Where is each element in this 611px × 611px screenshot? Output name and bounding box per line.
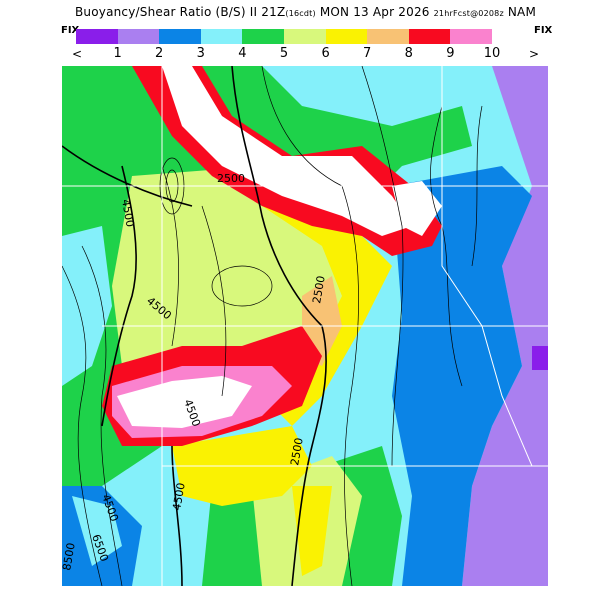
title-valid-time: II 21Z xyxy=(249,5,286,19)
contour-lines-thin xyxy=(62,66,483,586)
region-yellow-central xyxy=(262,206,392,426)
color-scale-bar xyxy=(76,29,492,44)
color-scale-ticks: 1 2 3 4 5 6 7 8 9 10 xyxy=(0,46,611,64)
contour-label: 2500 xyxy=(310,275,328,305)
scale-tick-label: 4 xyxy=(238,46,247,61)
region-white-north-east xyxy=(392,181,442,236)
contour-label: 2500 xyxy=(217,172,245,185)
color-swatch xyxy=(283,29,326,44)
scale-tick-label: 2 xyxy=(155,46,164,61)
scale-tick-label: 9 xyxy=(446,46,455,61)
title-forecast-run: 21hrFcst@0208z xyxy=(433,9,504,18)
color-swatch xyxy=(117,29,160,44)
scale-tick-label: 1 xyxy=(113,46,122,61)
color-swatch xyxy=(200,29,243,44)
contour-label: 8500 xyxy=(62,542,78,572)
region-violet-edge xyxy=(532,346,548,370)
region-purple-east xyxy=(462,66,548,586)
region-blue xyxy=(392,166,532,586)
region-white-north xyxy=(162,66,412,236)
prev-arrow-icon[interactable]: < xyxy=(72,47,83,61)
color-swatch xyxy=(367,29,409,44)
title-date: MON 13 Apr 2026 xyxy=(315,5,434,19)
title-product: Buoyancy/Shear Ratio (B/S) xyxy=(74,5,250,19)
title-model: NAM xyxy=(503,5,536,19)
region-cyan-west xyxy=(62,226,112,386)
color-swatch xyxy=(325,29,368,44)
next-arrow-icon[interactable]: > xyxy=(529,47,540,61)
title-local-time: (16cdt) xyxy=(285,9,316,18)
scale-tick-label: 8 xyxy=(404,46,413,61)
color-swatch xyxy=(450,29,492,44)
contour-label: 4500 xyxy=(119,198,137,228)
color-swatch xyxy=(242,29,284,44)
color-swatch xyxy=(159,29,201,44)
contour-label: 2500 xyxy=(288,437,306,467)
fix-left-label[interactable]: FIX xyxy=(61,25,80,36)
contour-label: 4500 xyxy=(170,482,188,512)
map-title: Buoyancy/Shear Ratio (B/S) II 21Z(16cdt)… xyxy=(0,5,611,19)
scale-tick-label: 6 xyxy=(321,46,330,61)
scale-tick-label: 5 xyxy=(279,46,289,61)
scale-tick-label: 3 xyxy=(196,46,205,61)
scale-tick-label: 10 xyxy=(483,46,501,61)
region-yellow-tail xyxy=(292,486,332,576)
state-borders xyxy=(62,66,548,586)
fix-right-label[interactable]: FIX xyxy=(534,25,553,36)
region-white-south xyxy=(117,376,252,428)
color-swatch xyxy=(76,29,118,44)
bs-ratio-map: 2500 4500 2500 4500 4500 2500 4500 4500 … xyxy=(62,66,548,586)
color-swatch xyxy=(408,29,451,44)
scale-tick-label: 7 xyxy=(363,46,372,61)
